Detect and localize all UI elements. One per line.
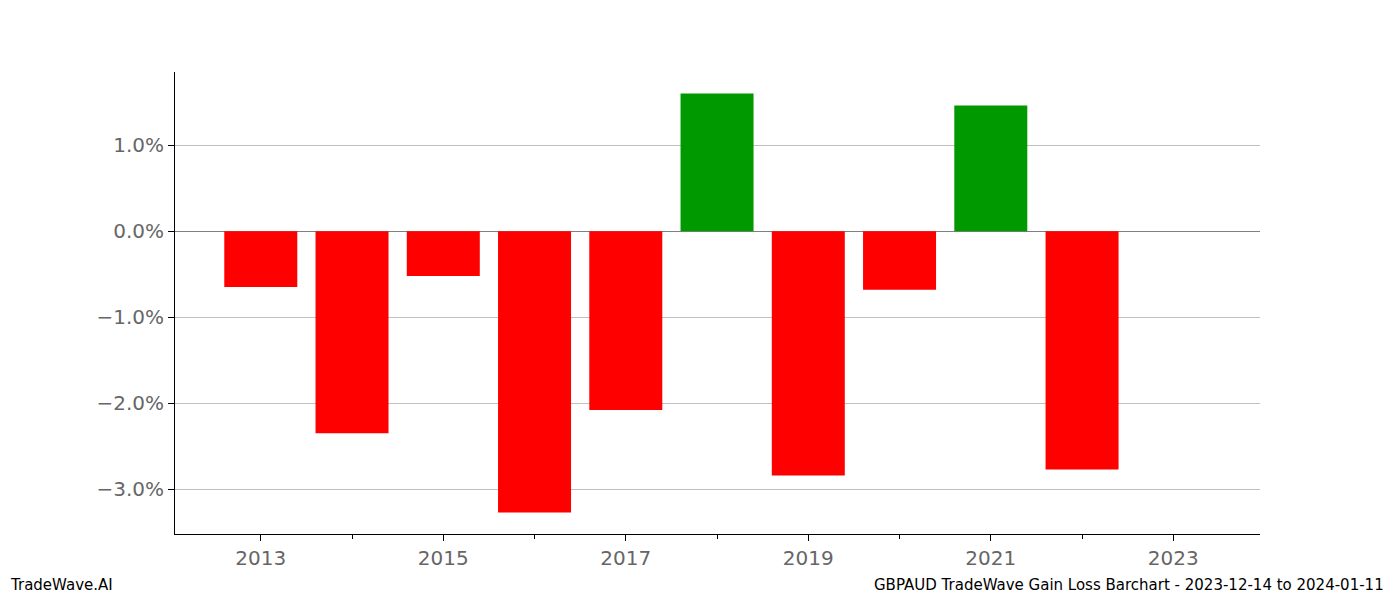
svg-text:−3.0%: −3.0% (96, 477, 164, 501)
svg-text:−2.0%: −2.0% (96, 391, 164, 415)
svg-text:2019: 2019 (783, 546, 834, 570)
svg-text:TradeWave.AI: TradeWave.AI (10, 576, 113, 594)
svg-text:1.0%: 1.0% (113, 133, 164, 157)
svg-text:0.0%: 0.0% (113, 219, 164, 243)
svg-text:GBPAUD TradeWave Gain Loss Bar: GBPAUD TradeWave Gain Loss Barchart - 20… (874, 576, 1384, 594)
svg-text:2017: 2017 (600, 546, 651, 570)
svg-text:2015: 2015 (418, 546, 469, 570)
svg-text:2013: 2013 (235, 546, 286, 570)
svg-text:2021: 2021 (965, 546, 1016, 570)
svg-text:−1.0%: −1.0% (96, 305, 164, 329)
svg-text:2023: 2023 (1148, 546, 1199, 570)
